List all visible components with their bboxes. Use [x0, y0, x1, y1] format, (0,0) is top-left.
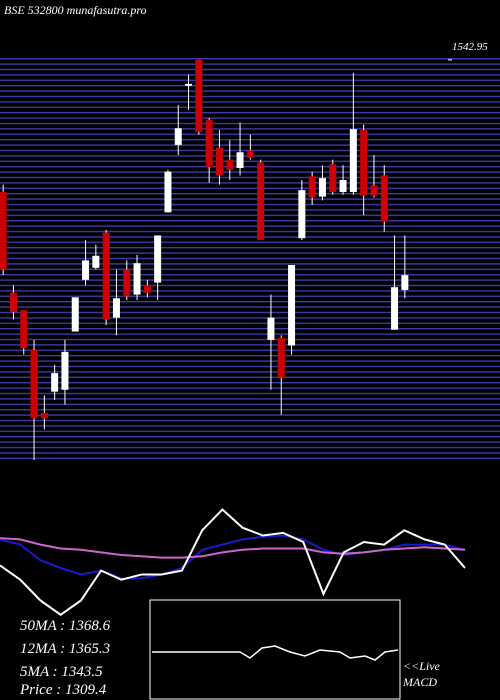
stat: Price : 1309.4: [19, 682, 107, 698]
candle-body: [246, 150, 254, 158]
stat: 5MA : 1343.5: [20, 664, 103, 680]
candle-body: [82, 260, 90, 280]
stat: 50MA : 1368.6: [20, 618, 111, 634]
candle-body: [215, 147, 223, 176]
indicator-line: [0, 508, 466, 617]
candle-body: [339, 179, 347, 192]
macd-label: <<Live: [403, 659, 441, 673]
candle-body: [318, 178, 326, 197]
candle-body: [0, 192, 7, 270]
candle-body: [360, 130, 368, 196]
indicator-line: [0, 537, 466, 559]
candle-body: [92, 255, 100, 268]
candle-body: [380, 175, 388, 222]
candle-body: [308, 176, 316, 198]
stat: 12MA : 1365.3: [20, 641, 110, 657]
candle-body: [102, 232, 110, 320]
candle-body: [71, 297, 79, 332]
candle-body: [391, 287, 399, 330]
candle-body: [123, 269, 131, 297]
candle-body: [174, 128, 182, 145]
candle-body: [143, 285, 151, 293]
macd-line: [152, 645, 399, 661]
candle-body: [277, 338, 285, 378]
candle-body: [133, 263, 141, 295]
candle-body: [154, 235, 162, 283]
candle-body: [370, 185, 378, 196]
candle-body: [349, 129, 357, 192]
candle-body: [185, 83, 193, 86]
candle-body: [20, 310, 28, 349]
candle-body: [61, 351, 69, 390]
candle-body: [288, 265, 296, 346]
chart-title: BSE 532800 munafasutra.pro: [4, 3, 147, 17]
candle-body: [401, 275, 409, 290]
candle-body: [226, 159, 234, 170]
candle-body: [30, 350, 38, 419]
candle-body: [236, 152, 244, 168]
candle-body: [40, 412, 48, 419]
price-band: [0, 58, 500, 460]
candle-body: [9, 292, 17, 313]
macd-label: MACD: [402, 675, 437, 689]
candle-body: [164, 171, 172, 213]
candle-body: [298, 190, 306, 239]
candle-body: [195, 59, 203, 132]
candle-body: [329, 164, 337, 192]
candle-body: [51, 373, 59, 392]
candle-body: [112, 298, 120, 318]
candle-body: [267, 317, 275, 340]
macd-box: [149, 599, 401, 700]
candle-body: [257, 162, 265, 241]
y-tick-label: 1542.95: [452, 41, 488, 53]
candle-body: [205, 119, 213, 168]
